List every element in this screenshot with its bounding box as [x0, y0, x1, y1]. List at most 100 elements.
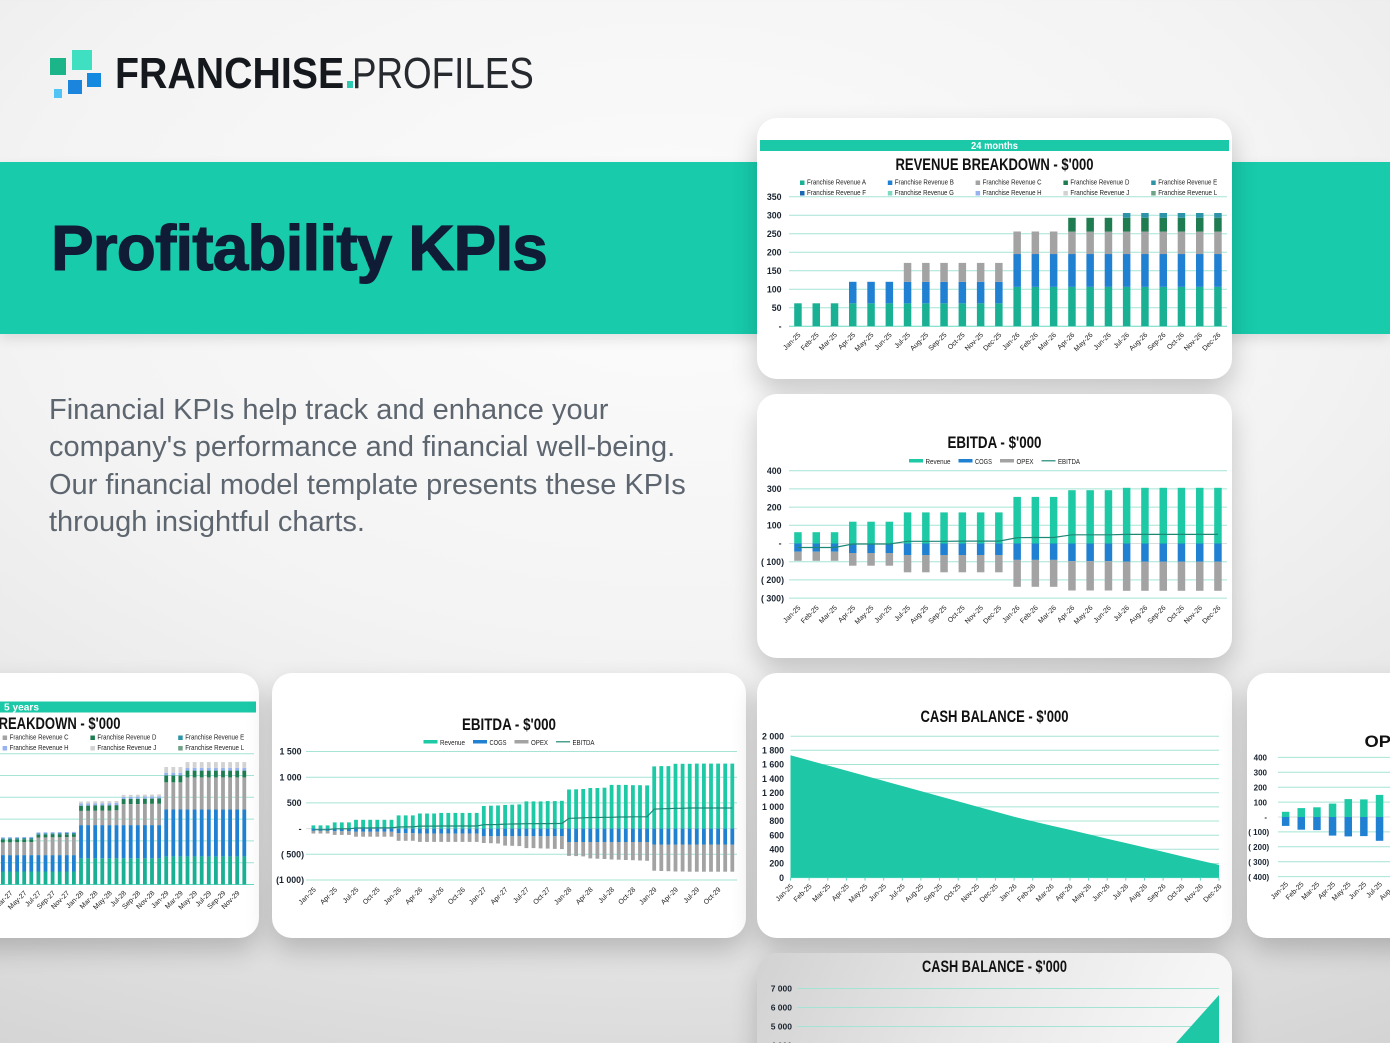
- svg-text:Franchise Revenue D: Franchise Revenue D: [97, 733, 156, 742]
- svg-text:OPEX: OPEX: [1017, 457, 1034, 466]
- svg-text:4 000: 4 000: [771, 1041, 793, 1043]
- svg-text:Aug-26: Aug-26: [1128, 332, 1149, 353]
- svg-text:REVENUE BREAKDOWN - $'000: REVENUE BREAKDOWN - $'000: [896, 156, 1094, 174]
- svg-text:( 300): ( 300): [1248, 858, 1269, 867]
- svg-text:Jan-26: Jan-26: [998, 883, 1018, 903]
- svg-text:Jun-25: Jun-25: [1348, 881, 1368, 901]
- svg-text:Apr-28: Apr-28: [575, 886, 595, 906]
- svg-text:1 400: 1 400: [762, 774, 784, 784]
- svg-text:Sep-25: Sep-25: [928, 604, 949, 625]
- svg-text:1 000: 1 000: [762, 802, 784, 812]
- svg-text:Sep-25: Sep-25: [928, 332, 949, 353]
- svg-text:Oct-26: Oct-26: [1166, 883, 1186, 903]
- svg-text:Franchise Revenue H: Franchise Revenue H: [10, 743, 69, 752]
- svg-text:Nov-26: Nov-26: [1183, 604, 1204, 625]
- svg-text:Jan-28: Jan-28: [553, 886, 573, 906]
- svg-text:Jan-26: Jan-26: [383, 886, 403, 906]
- svg-text:Dec-25: Dec-25: [982, 332, 1003, 353]
- svg-text:Dec-25: Dec-25: [982, 604, 1003, 625]
- svg-text:Nov-25: Nov-25: [960, 883, 981, 904]
- svg-text:Franchise Revenue J: Franchise Revenue J: [97, 743, 156, 752]
- svg-text:Oct-26: Oct-26: [447, 886, 467, 906]
- svg-text:Feb-26: Feb-26: [1019, 332, 1040, 353]
- svg-text:Jan-25: Jan-25: [775, 883, 795, 903]
- svg-text:Nov-25: Nov-25: [964, 332, 985, 353]
- svg-text:1 600: 1 600: [762, 760, 784, 770]
- svg-text:-: -: [299, 824, 302, 834]
- svg-text:300: 300: [767, 484, 782, 494]
- svg-text:Jun-26: Jun-26: [1092, 883, 1112, 903]
- svg-text:Franchise Revenue C: Franchise Revenue C: [10, 733, 69, 742]
- svg-text:Nov-26: Nov-26: [1184, 883, 1205, 904]
- svg-text:May-25: May-25: [854, 604, 876, 626]
- svg-text:OPEX BREAKDOWN - $'000: OPEX BREAKDOWN - $'000: [1365, 733, 1390, 751]
- svg-text:5 years: 5 years: [4, 702, 39, 714]
- svg-text:Sep-26: Sep-26: [1147, 332, 1168, 353]
- svg-text:800: 800: [769, 816, 784, 826]
- svg-text:Apr-26: Apr-26: [405, 886, 425, 906]
- svg-text:Jan-26: Jan-26: [1001, 332, 1021, 352]
- svg-text:1 000: 1 000: [279, 772, 301, 782]
- svg-text:CASH BALANCE - $'000: CASH BALANCE - $'000: [921, 708, 1069, 726]
- svg-text:( 100): ( 100): [1248, 828, 1269, 837]
- svg-text:Revenue: Revenue: [926, 457, 951, 466]
- svg-text:Oct-29: Oct-29: [703, 886, 723, 906]
- svg-text:Mar-26: Mar-26: [1035, 883, 1056, 904]
- svg-text:COGS: COGS: [490, 738, 507, 747]
- svg-text:400: 400: [767, 466, 782, 476]
- svg-text:Aug-26: Aug-26: [1128, 883, 1149, 904]
- svg-text:Oct-25: Oct-25: [943, 883, 963, 903]
- svg-text:Oct-27: Oct-27: [532, 886, 552, 906]
- svg-text:Nov-26: Nov-26: [1183, 332, 1204, 353]
- svg-text:Feb-25: Feb-25: [800, 604, 821, 625]
- svg-text:Sep-26: Sep-26: [1147, 883, 1168, 904]
- svg-text:-: -: [779, 321, 782, 331]
- svg-text:Apr-29: Apr-29: [660, 886, 680, 906]
- svg-text:1 200: 1 200: [762, 788, 784, 798]
- svg-text:May-26: May-26: [1073, 332, 1095, 354]
- svg-text:400: 400: [1254, 754, 1268, 763]
- svg-text:Mar-25: Mar-25: [1301, 881, 1322, 902]
- svg-text:Jun-26: Jun-26: [1093, 604, 1113, 624]
- svg-text:Franchise Revenue A: Franchise Revenue A: [807, 178, 866, 187]
- svg-text:Feb-26: Feb-26: [1016, 883, 1037, 904]
- svg-text:Franchise Revenue G: Franchise Revenue G: [895, 188, 954, 197]
- svg-text:Mar-26: Mar-26: [1037, 604, 1058, 625]
- svg-text:Jun-26: Jun-26: [1093, 332, 1113, 352]
- svg-text:Sep-25: Sep-25: [923, 883, 944, 904]
- svg-text:Mar-25: Mar-25: [818, 332, 839, 353]
- svg-text:100: 100: [1254, 798, 1268, 807]
- svg-text:CASH BALANCE - $'000: CASH BALANCE - $'000: [922, 958, 1067, 976]
- svg-text:May-25: May-25: [848, 883, 870, 905]
- svg-text:Feb-25: Feb-25: [793, 883, 814, 904]
- svg-text:Jul-25: Jul-25: [342, 886, 361, 905]
- svg-text:Feb-25: Feb-25: [800, 332, 821, 353]
- svg-text:(1 000): (1 000): [276, 875, 304, 885]
- svg-text:Apr-27: Apr-27: [490, 886, 510, 906]
- svg-text:( 200): ( 200): [1248, 843, 1269, 852]
- svg-text:( 300): ( 300): [761, 593, 784, 603]
- svg-text:300: 300: [1254, 769, 1268, 778]
- svg-text:Jun-25: Jun-25: [874, 332, 894, 352]
- svg-text:Mar-25: Mar-25: [812, 883, 833, 904]
- svg-text:EBITDA - $'000: EBITDA - $'000: [462, 716, 556, 734]
- svg-text:6 000: 6 000: [771, 1003, 793, 1013]
- svg-text:100: 100: [767, 521, 782, 531]
- svg-text:Franchise Revenue C: Franchise Revenue C: [983, 178, 1042, 187]
- svg-text:50: 50: [772, 303, 782, 313]
- svg-text:Franchise Revenue E: Franchise Revenue E: [185, 733, 244, 742]
- svg-text:Franchise Revenue J: Franchise Revenue J: [1070, 188, 1129, 197]
- svg-text:Dec-25: Dec-25: [979, 883, 1000, 904]
- svg-text:Jan-27: Jan-27: [468, 886, 488, 906]
- svg-text:200: 200: [767, 502, 782, 512]
- svg-text:Mar-25: Mar-25: [818, 604, 839, 625]
- svg-text:EBITDA - $'000: EBITDA - $'000: [948, 434, 1042, 452]
- svg-text:1 800: 1 800: [762, 746, 784, 756]
- svg-text:Aug-25: Aug-25: [909, 604, 930, 625]
- svg-text:Franchise Revenue L: Franchise Revenue L: [185, 743, 244, 752]
- svg-text:COGS: COGS: [975, 457, 992, 466]
- svg-text:Jul-28: Jul-28: [598, 886, 617, 905]
- svg-text:Jan-26: Jan-26: [1001, 604, 1021, 624]
- svg-text:Oct-28: Oct-28: [618, 886, 638, 906]
- svg-text:Jul-29: Jul-29: [683, 886, 702, 905]
